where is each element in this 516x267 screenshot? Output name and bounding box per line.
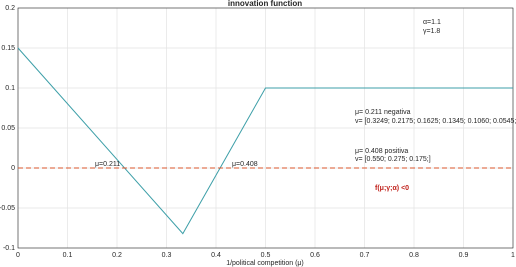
annotation: v= [0.3249; 0.2175; 0.1625; 0.1345; 0.10… xyxy=(355,118,516,125)
x-tick-label: 0.2 xyxy=(112,252,122,259)
annotation: f(μ;γ;α) <0 xyxy=(375,185,409,192)
x-tick-label: 0.8 xyxy=(409,252,419,259)
y-tick-label: 0.15 xyxy=(1,45,15,52)
x-tick-label: 0.5 xyxy=(261,252,271,259)
x-tick-label: 0 xyxy=(16,252,20,259)
annotation: v= [0.550; 0.275; 0.175;] xyxy=(355,156,431,163)
x-tick-label: 0.7 xyxy=(360,252,370,259)
x-tick-label: 0.6 xyxy=(310,252,320,259)
x-tick-label: 0.9 xyxy=(459,252,469,259)
y-tick-label: 0 xyxy=(11,165,15,172)
annotation: α=1.1 xyxy=(423,19,441,26)
plot-frame xyxy=(17,7,514,249)
annotation: μ=0.211 xyxy=(95,161,120,168)
annotation: μ= 0.408 positiva xyxy=(355,148,408,155)
annotation: μ=0.408 xyxy=(232,161,258,168)
x-tick-label: 0.4 xyxy=(211,252,221,259)
annotation: γ=1.8 xyxy=(423,28,440,35)
x-axis-label: 1/political competition (μ) xyxy=(226,260,304,267)
x-tick-label: 0.3 xyxy=(162,252,172,259)
annotation: μ= 0.211 negativa xyxy=(355,109,411,116)
x-tick-label: 1 xyxy=(511,252,515,259)
y-tick-label: -0.1 xyxy=(3,245,15,252)
y-tick-label: 0.2 xyxy=(5,5,15,12)
y-tick-label: -0.05 xyxy=(0,205,15,212)
line-series xyxy=(17,47,513,235)
x-tick-label: 0.1 xyxy=(63,252,73,259)
y-tick-label: 0.05 xyxy=(1,125,15,132)
chart-title: innovation function xyxy=(228,0,302,8)
y-tick-label: 0.1 xyxy=(5,85,15,92)
